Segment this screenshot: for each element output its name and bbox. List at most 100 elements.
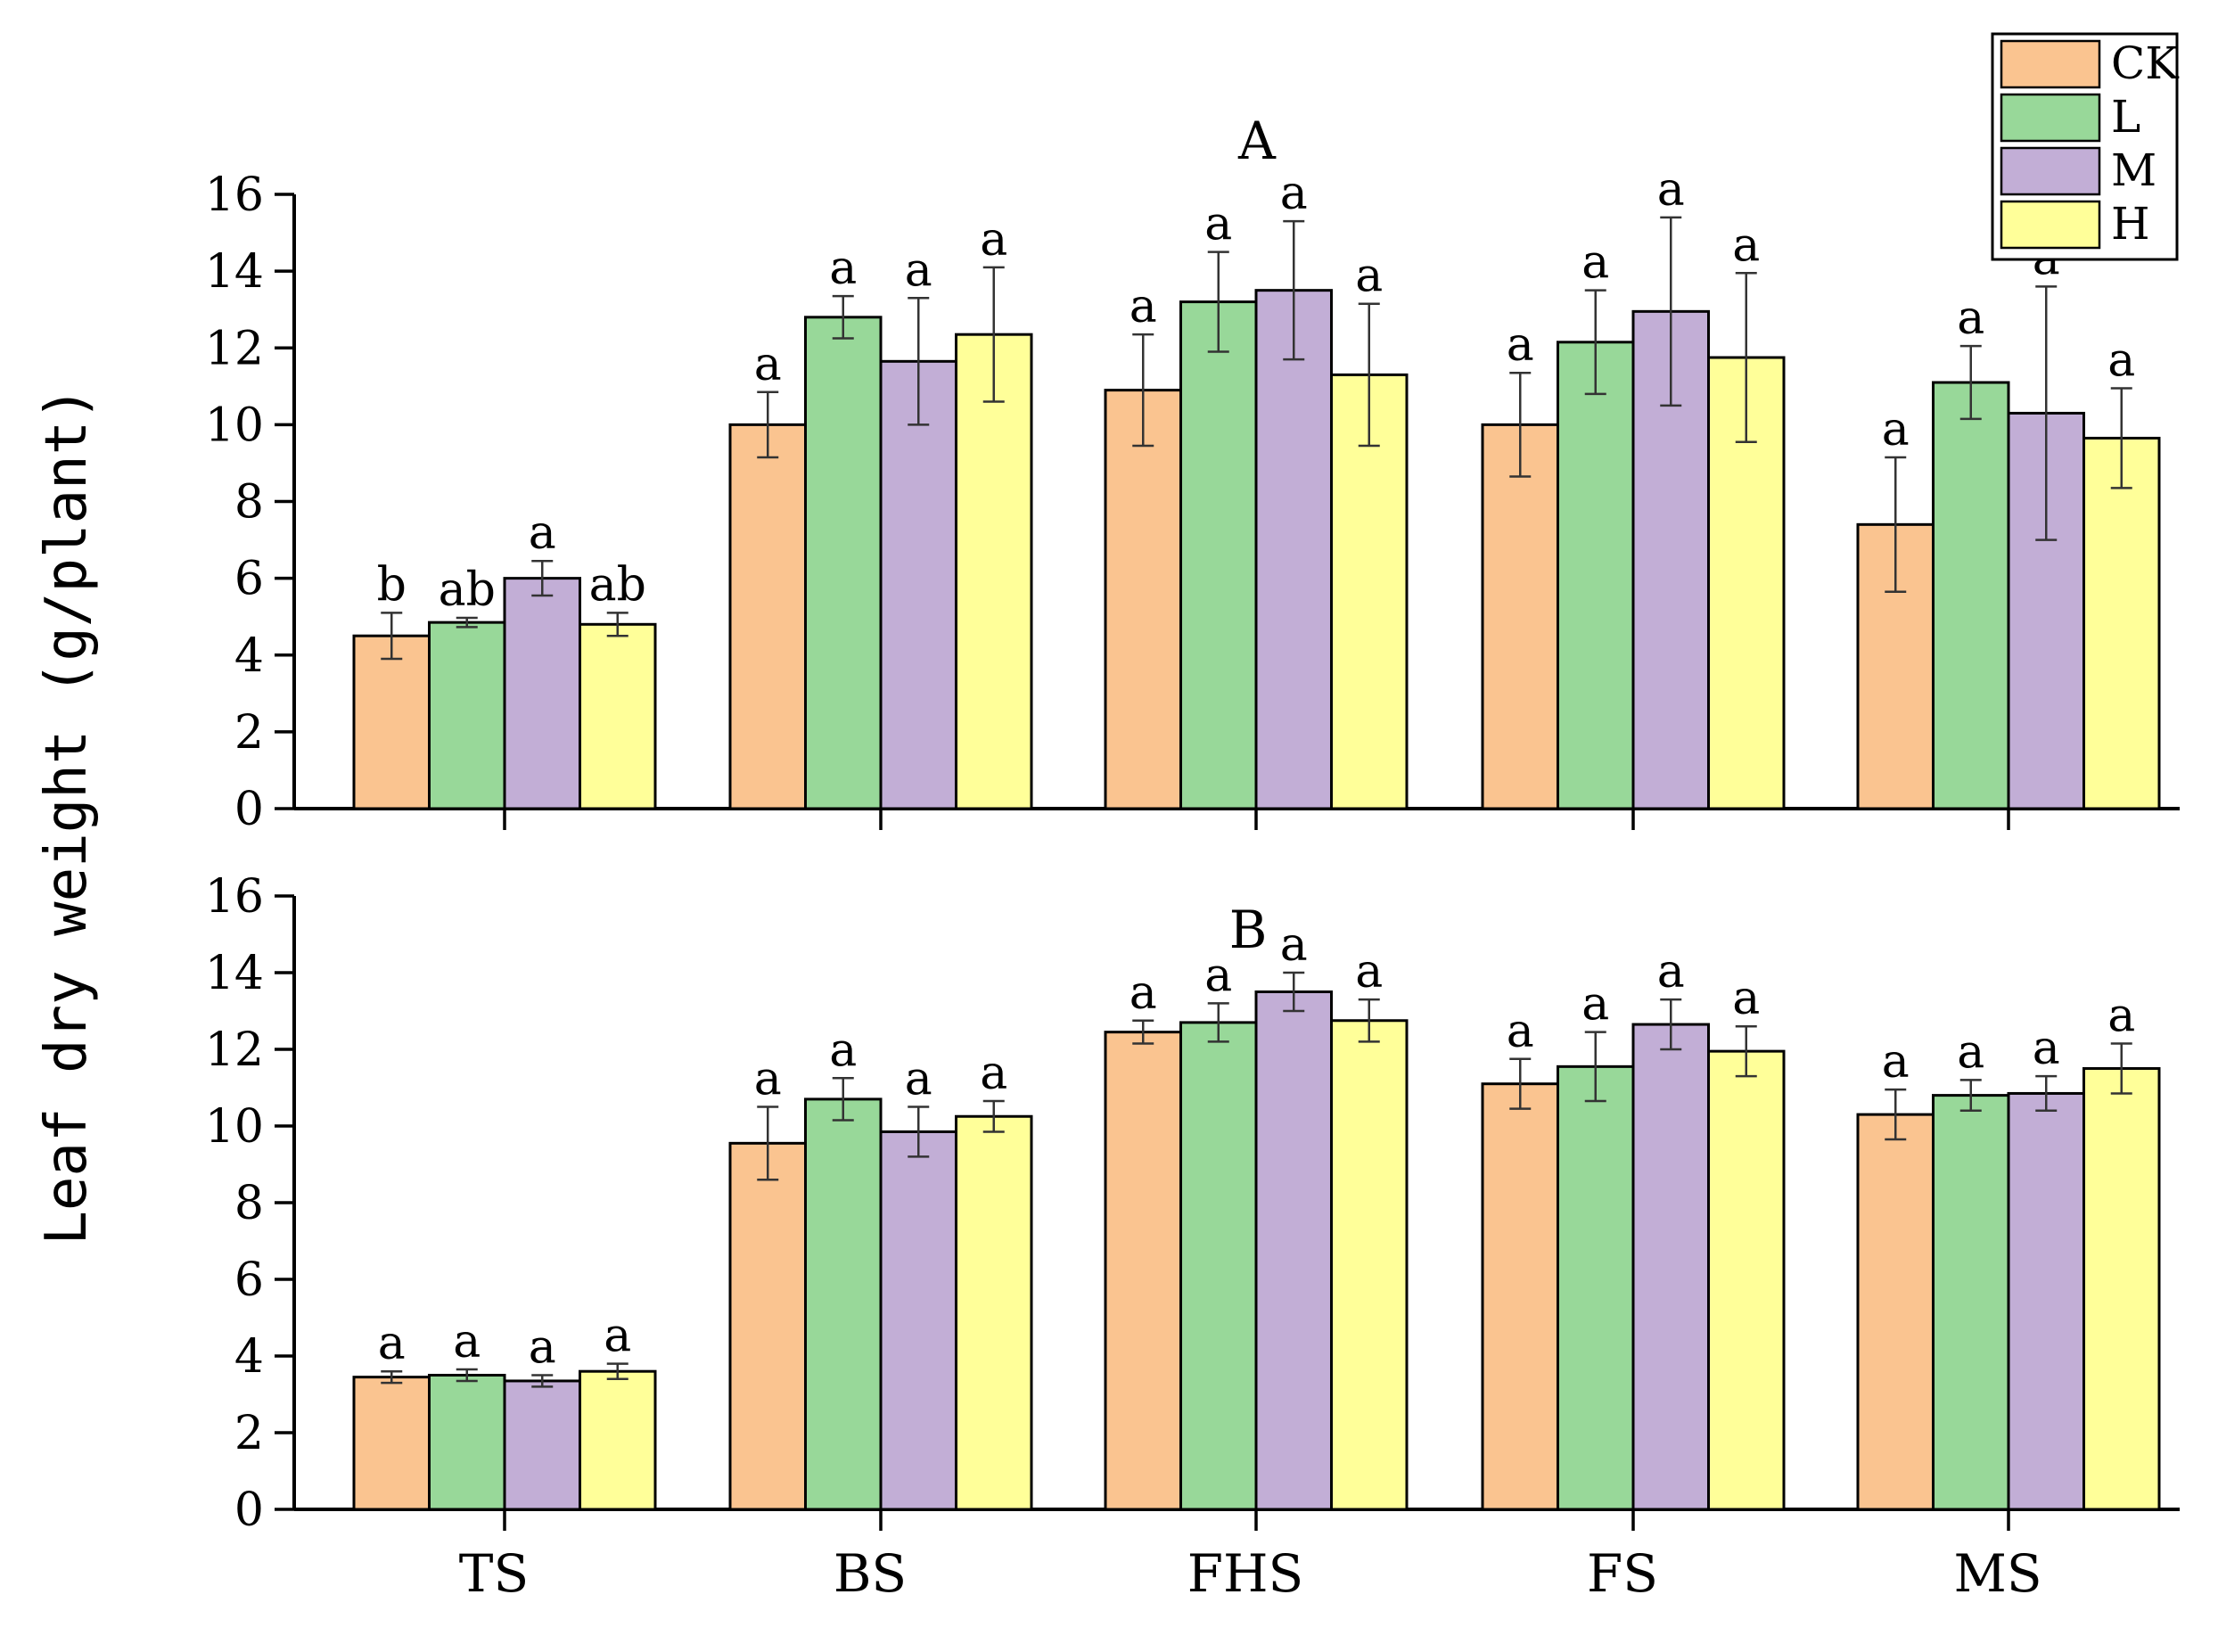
y-tick-label: 6 [234,1253,264,1307]
y-tick-label: 2 [234,1407,264,1460]
bar-ck [352,1376,431,1511]
significance-label: a [1732,972,1760,1025]
y-tick-label: 6 [234,553,264,606]
y-tick-label: 16 [205,870,264,924]
significance-label: a [2033,1022,2060,1075]
significance-label: a [1507,318,1534,372]
bar-l [428,1374,506,1511]
bar-m [503,577,581,810]
significance-label: a [905,243,932,297]
panel-title: A [1237,111,1277,171]
bar-ck [728,423,807,810]
legend-swatch-l [2000,93,2101,143]
y-tick-label: 4 [234,1330,264,1384]
y-tick-label: 10 [205,399,264,452]
significance-label: b [377,558,407,612]
x-tick-label: BS [834,1543,907,1604]
significance-label: a [1657,163,1685,217]
bar-m [503,1379,581,1511]
significance-label: a [1355,250,1383,303]
y-tick-label: 2 [234,706,264,760]
y-tick-label: 16 [205,168,264,222]
panel-a: 0246810121416Abaaaaabaaaaaaaaaabaaaa [205,111,2180,836]
significance-label: a [1957,292,1984,345]
significance-label: a [980,213,1007,267]
significance-label: ab [589,558,646,612]
legend-swatch-h [2000,200,2101,250]
significance-label: a [1280,167,1308,220]
bar-h [2082,1067,2161,1511]
significance-label: a [1581,978,1609,1031]
significance-label: a [1130,966,1157,1020]
bar-ck [1481,423,1559,810]
x-tick-label: TS [459,1543,529,1604]
legend-label: L [2111,91,2140,143]
bar-h [579,622,657,810]
bar-ck [1104,1031,1182,1511]
legend-swatch-m [2000,146,2101,196]
significance-label: ab [439,563,496,617]
significance-label: a [754,1053,782,1106]
y-tick-label: 0 [234,1484,264,1537]
significance-label: a [1204,198,1232,251]
x-tick-label: FHS [1187,1543,1304,1604]
significance-label: a [1280,918,1308,972]
significance-label: a [829,1023,857,1077]
bar-m [879,359,957,810]
significance-label: a [829,242,857,295]
bar-m [1254,289,1333,810]
bar-ck [1481,1082,1559,1511]
significance-label: a [1355,945,1383,999]
significance-label: a [1957,1025,1984,1079]
bar-ck [1104,389,1182,810]
bar-l [1179,1021,1258,1511]
y-tick-label: 12 [205,1023,264,1077]
bar-h [955,333,1033,810]
significance-label: a [2107,990,2135,1043]
significance-label: a [1204,949,1232,1002]
bar-h [1707,1049,1786,1511]
y-tick-label: 14 [205,245,264,299]
bar-l [804,316,883,810]
significance-label: a [529,1321,556,1375]
bar-ck [1856,1113,1935,1511]
x-tick-label: FS [1587,1543,1658,1604]
significance-label: a [980,1047,1007,1100]
significance-label: a [1657,945,1685,999]
y-tick-label: 0 [234,783,264,836]
bar-m [879,1130,957,1511]
bar-h [1330,1019,1409,1511]
bar-l [1932,1094,2010,1511]
legend-label: M [2111,144,2156,196]
y-tick-label: 8 [234,1177,264,1230]
significance-label: a [1507,1005,1534,1058]
y-tick-label: 8 [234,476,264,530]
bar-m [2007,1091,2085,1511]
bar-l [1179,300,1258,810]
significance-label: a [1882,403,1910,456]
significance-label: a [754,338,782,391]
significance-label: a [453,1315,481,1368]
significance-label: a [378,1317,406,1370]
legend-swatch-ck [2000,39,2101,89]
y-tick-label: 10 [205,1100,264,1154]
legend-label: H [2111,198,2150,250]
bar-m [1254,990,1333,1511]
x-tick-label: MS [1953,1543,2041,1604]
bar-h [579,1369,657,1511]
y-tick-label: 4 [234,629,264,683]
bar-l [804,1097,883,1511]
significance-label: a [1882,1035,1910,1089]
y-tick-label: 12 [205,322,264,375]
bar-h [1330,373,1409,810]
bar-h [2082,436,2161,810]
legend-label: CK [2111,37,2180,89]
bar-h [955,1114,1033,1511]
bar-l [1557,1064,1635,1511]
y-tick-label: 14 [205,947,264,1000]
bar-ck [728,1141,807,1511]
significance-label: a [1130,280,1157,333]
